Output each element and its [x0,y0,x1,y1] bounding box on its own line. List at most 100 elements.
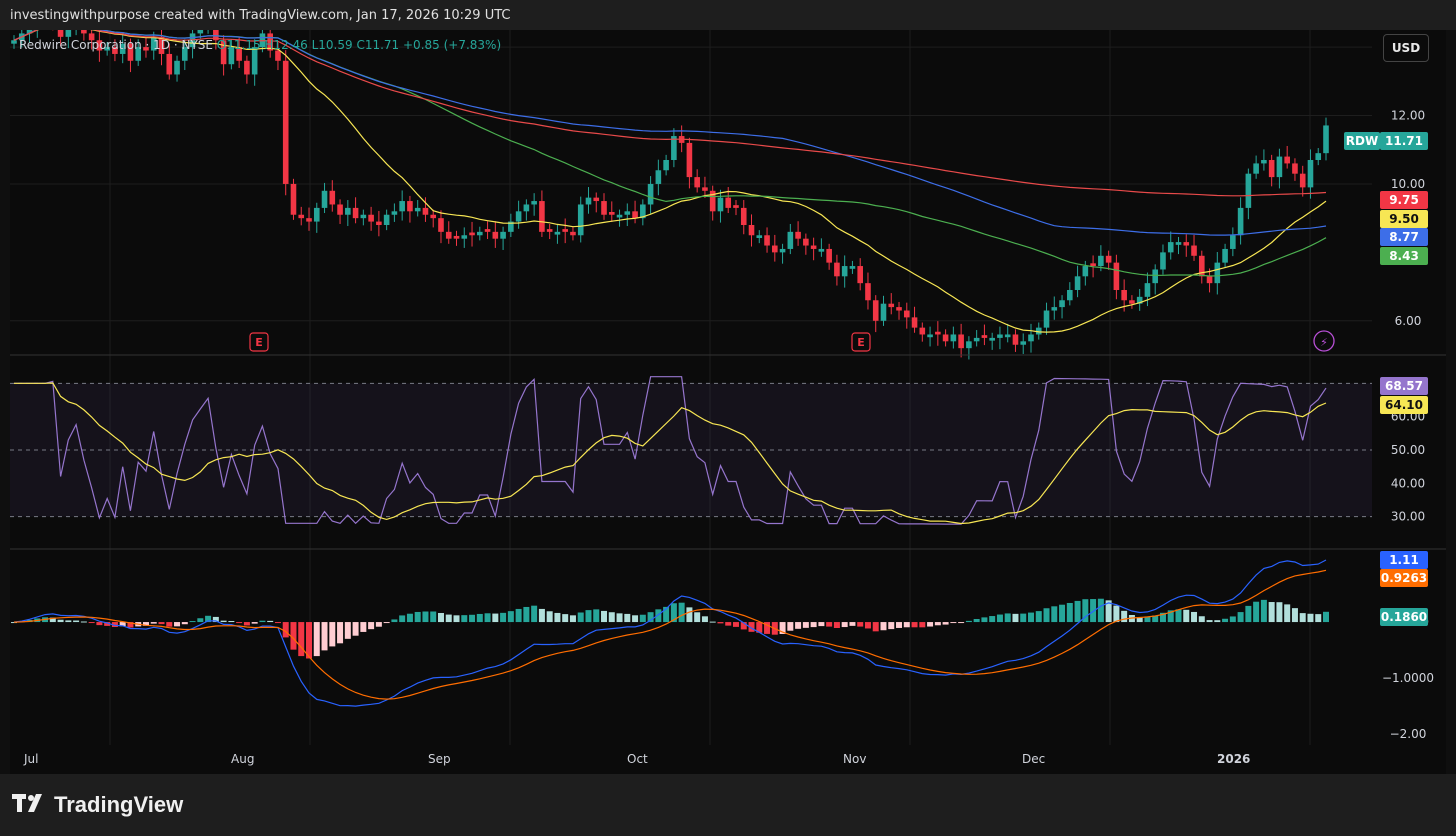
candle-body [158,36,165,54]
candle-body [352,207,359,219]
candle-body [500,231,506,239]
tradingview-logo[interactable]: TradingView [12,792,183,818]
macd-histogram-bar [1260,599,1267,623]
macd-histogram-bar [150,622,157,624]
histogram-tag: 0.1860 [1381,610,1427,624]
candle-body [927,334,933,338]
candle-body [445,231,452,239]
attribution-text: investingwithpurpose created with Tradin… [10,8,511,23]
candle-body [1012,334,1019,345]
macd-histogram-bar [236,622,243,624]
macd-histogram-bar [205,615,212,623]
candle-body [810,245,817,249]
macd-histogram-bar [267,620,274,623]
macd-histogram-bar [1191,611,1198,623]
macd-histogram-bar [189,621,196,623]
macd-histogram-bar [1012,613,1019,623]
candle-body [1206,276,1213,284]
candle-body [407,201,413,212]
candle-body [966,341,972,349]
macd-histogram-bar [321,622,328,651]
macd-histogram-bar [111,622,118,628]
rsi-axis-tick: 30.00 [1391,510,1425,524]
attribution-bar: investingwithpurpose created with Tradin… [0,0,1456,30]
candle-body [888,303,895,308]
candle-body [1253,163,1259,174]
candle-body [1307,160,1314,188]
candle-body [492,231,499,239]
macd-histogram-bar [344,622,351,639]
candle-body [143,47,149,51]
macd-histogram-bar [329,622,336,647]
candle-body [267,33,273,51]
tradingview-logo-icon [12,794,46,816]
candle-body [282,60,289,184]
macd-histogram-bar [849,622,856,626]
candle-body [414,207,421,212]
macd-histogram-bar [476,613,483,623]
symbol-legend[interactable]: Redwire Corporation · 1D · NYSE O11.15 H… [19,38,501,52]
candle-body [508,221,514,232]
macd-histogram-bar [306,622,313,659]
macd-histogram-bar [469,614,476,623]
candle-body [1051,307,1058,311]
candle-body [1245,173,1252,208]
candle-body [531,201,537,205]
candle-body [795,231,801,239]
macd-histogram-bar [1020,613,1027,623]
earnings-marker-icon [249,332,269,352]
macd-histogram-bar [104,622,111,626]
candle-body [787,231,794,249]
candle-body [1284,156,1290,164]
currency-button[interactable]: USD [1383,34,1429,62]
ma100-line [13,30,1327,236]
chart-area[interactable]: 6.0010.0012.0014.00EE⚡RDW11.719.759.508.… [10,30,1446,774]
macd-histogram-bar [88,622,95,624]
candle-body [376,221,382,225]
macd-histogram-bar [1090,599,1097,623]
candle-body [950,334,957,342]
candle-body [1144,283,1151,297]
candle-body [1136,296,1143,304]
macd-histogram-bar [1144,616,1151,623]
macd-histogram-bar [1214,620,1221,623]
macd-histogram-bar [360,622,367,632]
macd-histogram-bar [1276,602,1283,623]
candle-body [585,197,592,205]
macd-histogram-bar [833,622,840,629]
macd-histogram-bar [445,614,452,623]
macd-histogram-bar [368,622,375,630]
candle-body [1160,252,1166,270]
candle-body [119,43,126,54]
symbol-tag: RDW [1346,134,1378,148]
chart-canvas[interactable]: 6.0010.0012.0014.00EE⚡RDW11.719.759.508.… [10,30,1446,774]
macd-line [13,559,1327,707]
candle-body [663,160,669,171]
macd-histogram-bar [896,622,903,628]
candle-body [772,245,778,253]
candle-body [1028,334,1034,342]
macd-histogram-bar [274,622,281,624]
candle-body [896,307,902,311]
macd-histogram-bar [1245,605,1252,623]
candle-body [1167,242,1174,253]
macd-histogram-bar [577,612,584,623]
macd-histogram-bar [725,622,732,626]
macd-histogram-bar [740,622,747,630]
candle-body [1323,125,1329,154]
candle-body [383,214,390,225]
macd-histogram-bar [701,616,708,623]
macd-histogram-bar [795,622,802,629]
candle-body [872,300,879,321]
macd-histogram-bar [1105,600,1112,623]
candle-body [1082,266,1089,277]
candle-body [275,50,281,61]
macd-histogram-bar [352,622,359,636]
time-axis-tick: Oct [627,752,648,766]
candle-body [997,334,1003,338]
macd-histogram-bar [608,612,615,623]
macd-histogram-bar [694,612,701,623]
macd-histogram-bar [49,617,56,623]
macd-histogram-bar [655,609,662,623]
macd-histogram-bar [1159,612,1166,623]
